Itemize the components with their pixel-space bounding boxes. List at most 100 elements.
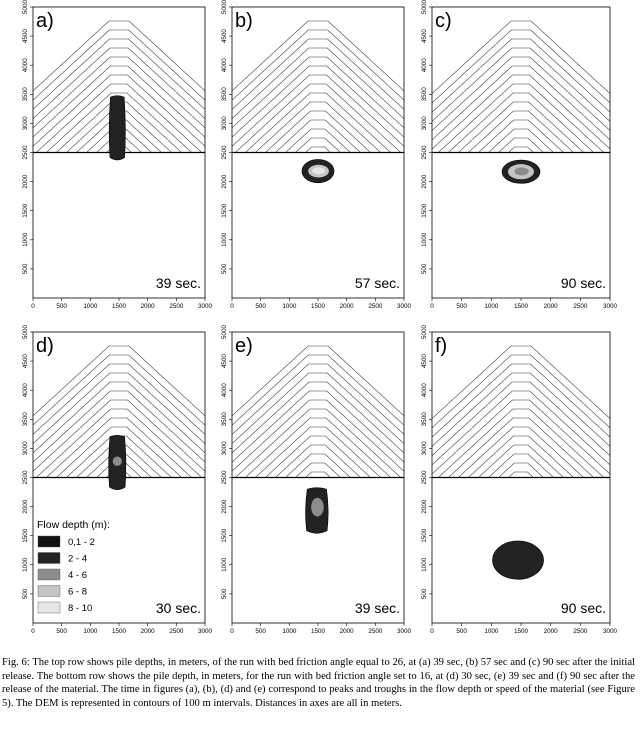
y-tick-label: 1500 — [221, 203, 228, 218]
x-tick-label: 3000 — [603, 628, 618, 635]
x-tick-label: 2000 — [340, 628, 355, 635]
x-tick-label: 0 — [31, 303, 35, 310]
y-tick-label: 5000 — [22, 325, 29, 340]
y-tick-label: 5000 — [22, 0, 29, 14]
y-axis: 500 1000 1500 2000 2500 3000 3500 4000 4500 5000 — [221, 0, 232, 274]
y-tick-label: 3000 — [221, 441, 228, 456]
y-tick-label: 2000 — [22, 174, 29, 189]
y-tick-label: 2000 — [421, 499, 428, 514]
legend-label: 0,1 - 2 — [68, 537, 95, 548]
legend-label: 6 - 8 — [68, 587, 87, 598]
x-tick-label: 2500 — [169, 303, 184, 310]
y-tick-label: 1500 — [22, 528, 29, 543]
flow-blob-a-0 — [108, 95, 126, 161]
y-tick-label: 500 — [221, 263, 228, 274]
y-tick-label: 1000 — [221, 232, 228, 247]
panel-label: a) — [36, 10, 54, 32]
x-tick-label: 1000 — [282, 628, 297, 635]
x-tick-label: 2000 — [141, 303, 156, 310]
y-tick-label: 5000 — [421, 0, 428, 14]
y-tick-label: 3000 — [22, 116, 29, 131]
y-tick-label: 500 — [221, 588, 228, 599]
panel-label: c) — [435, 10, 452, 32]
y-tick-label: 3500 — [421, 412, 428, 427]
panel-f: 0 500 1000 1500 2000 2500 3000 500 1000 1500 2000 2… — [421, 325, 618, 635]
time-label: 39 sec. — [156, 275, 201, 291]
y-tick-label: 3500 — [22, 412, 29, 427]
y-tick-label: 2000 — [421, 174, 428, 189]
x-tick-label: 1500 — [112, 303, 127, 310]
y-tick-label: 500 — [22, 263, 29, 274]
x-tick-label: 500 — [456, 303, 467, 310]
y-tick-label: 2000 — [221, 174, 228, 189]
legend-label: 4 - 6 — [68, 570, 87, 581]
y-tick-label: 2500 — [221, 145, 228, 160]
y-tick-label: 500 — [22, 588, 29, 599]
y-tick-label: 1000 — [221, 557, 228, 572]
legend-swatch — [37, 568, 61, 581]
y-tick-label: 2500 — [421, 145, 428, 160]
y-tick-label: 4000 — [421, 58, 428, 73]
legend-swatch — [37, 552, 61, 564]
y-tick-label: 3000 — [221, 116, 228, 131]
x-tick-label: 500 — [255, 303, 266, 310]
dem-contours — [33, 345, 205, 623]
x-tick-label: 1500 — [112, 628, 127, 635]
x-tick-label: 2000 — [544, 628, 559, 635]
flow-blob-d-1 — [112, 456, 122, 466]
y-tick-label: 4000 — [22, 58, 29, 73]
x-axis: 0 500 1000 1500 2000 2500 3000 — [230, 623, 411, 635]
y-tick-label: 3500 — [221, 87, 228, 102]
figure: 0 500 1000 1500 2000 2500 3000 500 1000 1500 2000 2… — [22, 0, 618, 635]
y-tick-label: 4000 — [221, 383, 228, 398]
y-tick-label: 1500 — [22, 203, 29, 218]
legend-label: 8 - 10 — [68, 603, 92, 614]
x-tick-label: 1000 — [83, 303, 98, 310]
panel-d: 0 500 1000 1500 2000 2500 3000 500 1000 1500 2000 2… — [22, 325, 212, 635]
y-tick-label: 4500 — [22, 29, 29, 44]
y-tick-label: 1500 — [421, 528, 428, 543]
panel-b: 0 500 1000 1500 2000 2500 3000 500 1000 1500 2000 2… — [221, 0, 411, 310]
flow-depth-legend: Flow depth (m): 0,1 - 2 2 - 4 4 - 6 6 - 8 8 -… — [37, 519, 110, 614]
x-tick-label: 500 — [56, 303, 67, 310]
y-tick-label: 1500 — [421, 203, 428, 218]
y-tick-label: 500 — [421, 588, 428, 599]
y-tick-label: 1000 — [22, 557, 29, 572]
x-tick-label: 0 — [230, 628, 234, 635]
y-tick-label: 5000 — [221, 0, 228, 14]
y-tick-label: 2500 — [421, 470, 428, 485]
flow-blob-e-1 — [311, 497, 324, 517]
legend-label: 2 - 4 — [68, 554, 87, 565]
panel-e: 0 500 1000 1500 2000 2500 3000 500 1000 1500 2000 2… — [221, 325, 411, 635]
flow-blob-f-0 — [492, 540, 544, 580]
y-tick-label: 1500 — [221, 528, 228, 543]
x-tick-label: 2500 — [573, 628, 588, 635]
y-tick-label: 1000 — [22, 232, 29, 247]
y-tick-label: 4500 — [421, 354, 428, 369]
y-tick-label: 2000 — [22, 499, 29, 514]
panel-a: 0 500 1000 1500 2000 2500 3000 500 1000 1500 2000 2… — [22, 0, 212, 310]
y-axis: 500 1000 1500 2000 2500 3000 3500 4000 4500 5000 — [421, 0, 432, 274]
y-tick-label: 2500 — [22, 145, 29, 160]
x-tick-label: 0 — [430, 628, 434, 635]
x-tick-label: 2500 — [368, 303, 383, 310]
y-tick-label: 5000 — [421, 325, 428, 340]
figure-caption: Fig. 6: The top row shows pile depths, i… — [2, 657, 635, 709]
x-tick-label: 1500 — [514, 628, 529, 635]
x-tick-label: 1500 — [514, 303, 529, 310]
x-tick-label: 2500 — [169, 628, 184, 635]
x-tick-label: 2500 — [573, 303, 588, 310]
time-label: 90 sec. — [561, 275, 606, 291]
y-tick-label: 3000 — [421, 441, 428, 456]
x-tick-label: 1000 — [282, 303, 297, 310]
x-axis: 0 500 1000 1500 2000 2500 3000 — [230, 298, 411, 310]
panel-label: b) — [235, 10, 253, 32]
y-tick-label: 500 — [421, 263, 428, 274]
x-tick-label: 1000 — [484, 628, 499, 635]
flow-blob-c-2 — [514, 167, 529, 176]
time-label: 90 sec. — [561, 600, 606, 616]
dem-contours — [432, 345, 610, 623]
y-axis: 500 1000 1500 2000 2500 3000 3500 4000 4500 5000 — [421, 325, 432, 599]
y-axis: 500 1000 1500 2000 2500 3000 3500 4000 4500 5000 — [22, 325, 33, 599]
time-label: 39 sec. — [355, 600, 400, 616]
